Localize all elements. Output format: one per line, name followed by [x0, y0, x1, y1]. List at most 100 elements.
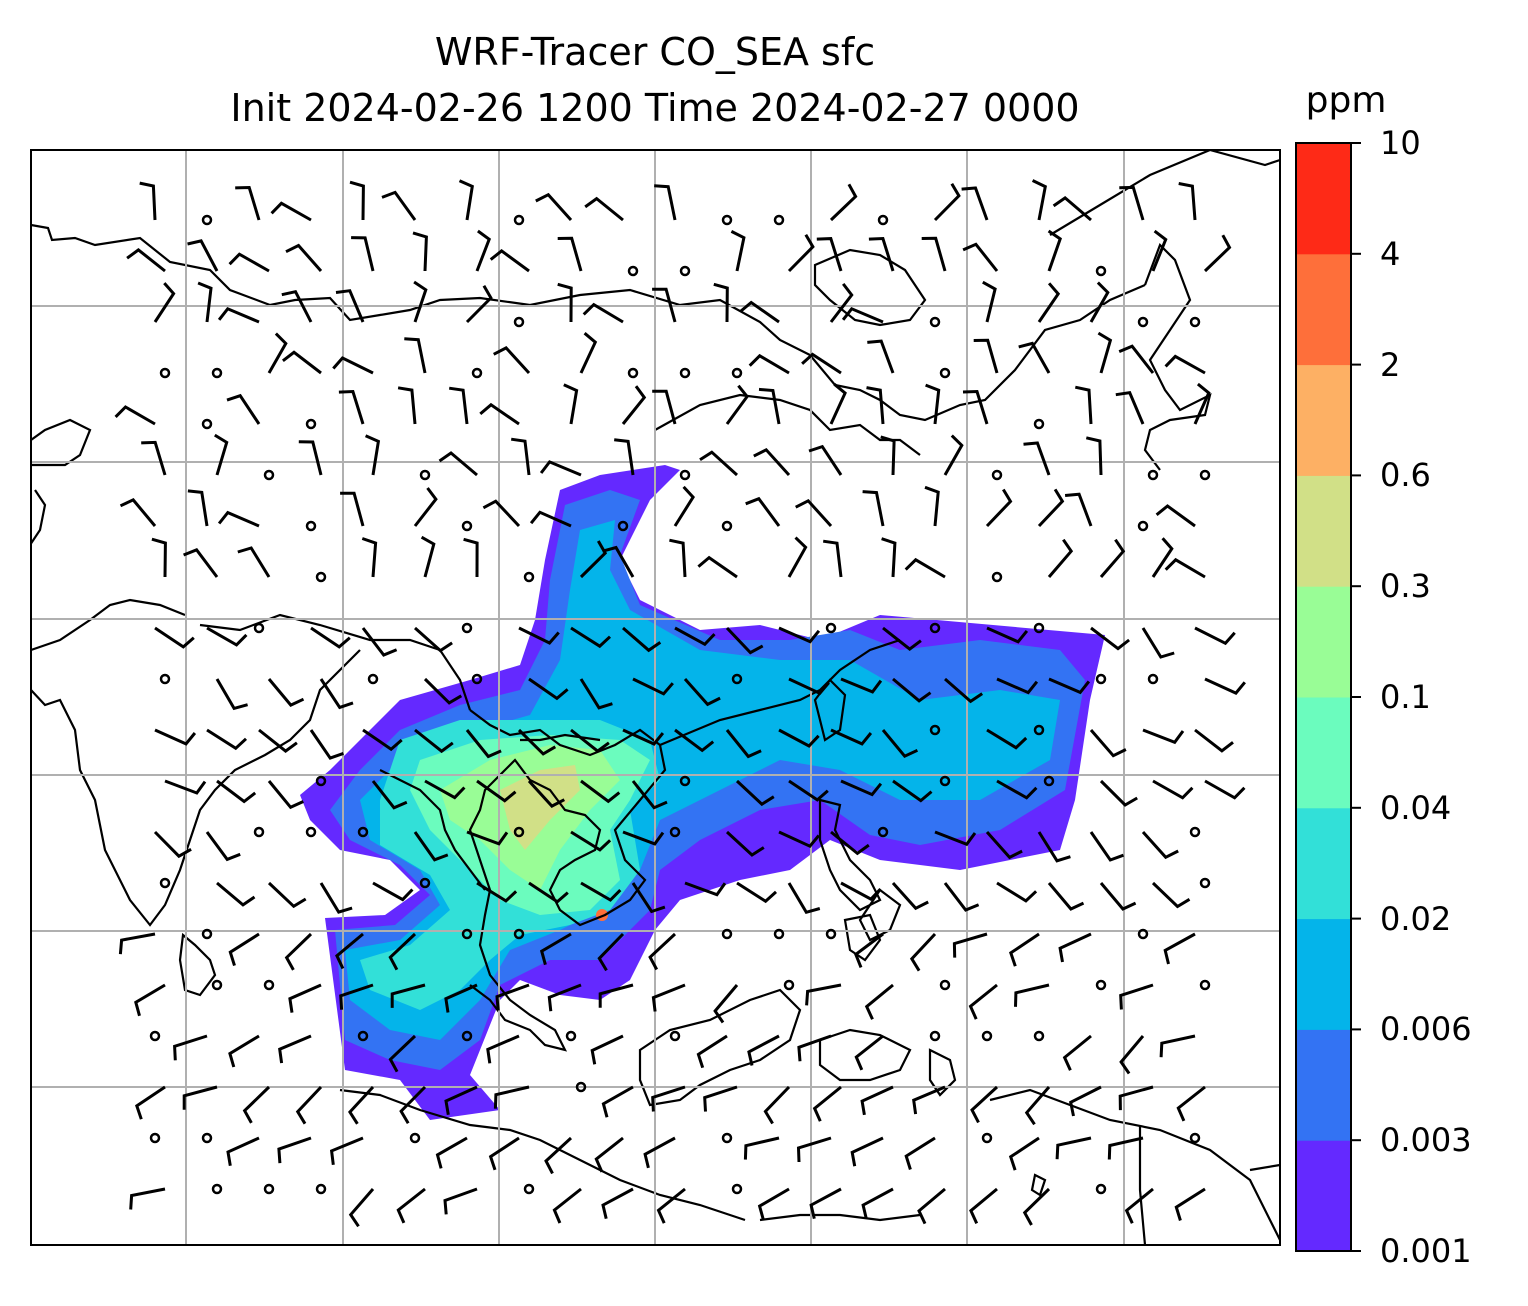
- wind-barb: [119, 498, 157, 527]
- wind-barb: [778, 830, 820, 849]
- wind-barb: [797, 1034, 832, 1062]
- wind-barb: [788, 677, 830, 696]
- wind-barb: [458, 179, 474, 221]
- wind-barb: [332, 356, 374, 375]
- wind-barb: [753, 447, 791, 477]
- wind-barb: [348, 1188, 375, 1228]
- wind-barb: [1142, 728, 1185, 745]
- wind-barb: [1159, 1034, 1196, 1058]
- calm-wind-marker: [1199, 877, 1211, 889]
- calm-wind-marker: [513, 826, 525, 838]
- colorbar-segment: [1296, 586, 1351, 698]
- wind-barb: [1074, 385, 1093, 425]
- wind-barb: [1119, 185, 1145, 221]
- wind-barb: [736, 881, 778, 904]
- wind-barb: [570, 626, 612, 649]
- wind-barb: [187, 489, 209, 527]
- wind-barb: [258, 728, 298, 753]
- wind-barb: [134, 983, 166, 1017]
- calm-wind-marker: [471, 673, 483, 685]
- calm-wind-marker: [929, 1030, 941, 1042]
- wind-barb: [570, 830, 612, 852]
- calm-wind-marker: [461, 1030, 473, 1042]
- wind-barb: [1089, 831, 1125, 862]
- wind-barb: [631, 780, 668, 810]
- wind-barb: [841, 306, 884, 324]
- colorbar-segment: [1296, 475, 1351, 587]
- wind-barb: [697, 555, 738, 579]
- wind-barb: [933, 182, 961, 222]
- calm-wind-marker: [159, 367, 171, 379]
- wind-barb: [495, 983, 530, 1011]
- wind-barb: [579, 678, 613, 710]
- colorbar-tick-label: 0.3: [1380, 567, 1431, 606]
- calm-wind-marker: [721, 928, 733, 940]
- calm-wind-marker: [669, 1030, 681, 1042]
- colorbar-segment: [1296, 253, 1351, 366]
- wind-barb: [284, 932, 313, 971]
- wind-barb: [594, 1136, 624, 1173]
- wind-barb: [126, 248, 166, 273]
- wind-barb: [880, 435, 896, 476]
- wind-barb: [278, 1034, 312, 1064]
- wind-barb: [805, 983, 842, 1006]
- wind-barb: [829, 183, 858, 222]
- wind-barb: [952, 932, 988, 958]
- wind-barb: [349, 180, 365, 221]
- wind-barb: [1174, 1187, 1206, 1221]
- wind-barb: [986, 728, 1028, 750]
- wind-barb: [735, 779, 775, 807]
- wind-barb: [1151, 881, 1191, 909]
- wind-barb: [651, 983, 686, 1012]
- wind-barb: [1069, 1085, 1102, 1117]
- colorbar-tick-label: 0.003: [1380, 1121, 1472, 1160]
- colorbar-segment: [1296, 364, 1351, 476]
- wind-barb: [1090, 626, 1131, 651]
- wind-barb: [1115, 391, 1145, 425]
- calm-wind-marker: [1147, 469, 1159, 481]
- wind-barb: [529, 510, 572, 528]
- wind-barb: [183, 547, 219, 578]
- wind-barb: [539, 932, 572, 966]
- calm-wind-marker: [731, 1183, 743, 1195]
- wind-barb: [1204, 779, 1246, 800]
- calm-wind-marker: [1095, 1183, 1107, 1195]
- wind-barb: [590, 1034, 624, 1065]
- wind-barb: [962, 242, 999, 272]
- calm-wind-marker: [1199, 979, 1211, 991]
- wind-barb: [197, 281, 213, 323]
- wind-barb: [381, 190, 417, 221]
- wind-barb: [424, 779, 466, 800]
- wind-barb: [1193, 382, 1211, 425]
- wind-barb: [335, 932, 364, 970]
- wind-barb: [725, 384, 749, 425]
- calm-wind-marker: [679, 367, 691, 379]
- wind-barb: [1155, 504, 1196, 528]
- calm-wind-marker: [305, 826, 317, 838]
- calm-wind-marker: [211, 1183, 223, 1195]
- wind-barb: [816, 237, 843, 272]
- wind-barb: [1037, 831, 1071, 863]
- wind-barb: [584, 196, 624, 222]
- calm-wind-marker: [1189, 1132, 1201, 1144]
- wind-barb: [557, 282, 573, 323]
- tracer-plume: [300, 465, 1105, 1120]
- calm-wind-marker: [939, 979, 951, 991]
- wind-barb: [535, 192, 573, 222]
- wind-barb: [173, 1034, 208, 1061]
- wind-barb: [1024, 1086, 1051, 1126]
- wind-barb: [674, 728, 715, 753]
- wind-barb: [982, 280, 997, 323]
- colorbar-tick-label: 10: [1380, 124, 1421, 162]
- wind-barb: [597, 932, 625, 972]
- wind-barb: [778, 728, 820, 748]
- wind-barb: [361, 627, 398, 657]
- wind-barb: [1018, 341, 1051, 374]
- wind-barb: [598, 983, 634, 1008]
- wind-barb: [413, 487, 438, 527]
- wind-barb: [486, 1034, 520, 1064]
- calm-wind-marker: [461, 622, 473, 634]
- wind-barb: [216, 881, 256, 907]
- wind-barb: [961, 186, 989, 221]
